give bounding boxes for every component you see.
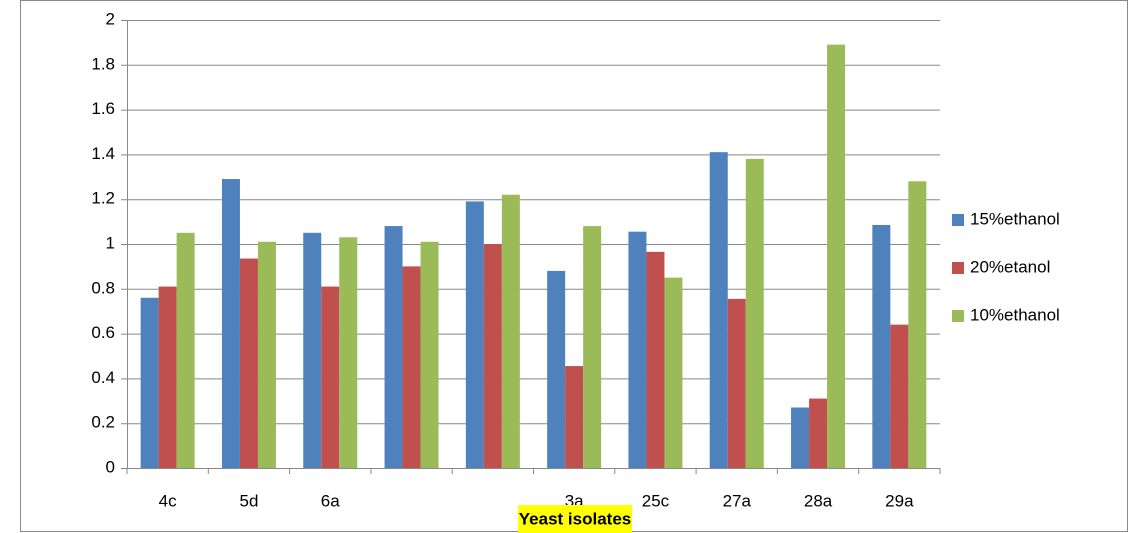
y-tick-label: 0.2 [91,413,115,432]
y-tick-label: 1.6 [91,99,115,118]
x-tick-label: 6a [321,491,340,510]
y-tick-label: 1 [106,233,115,252]
legend-label: 20%etanol [970,257,1050,276]
bar [140,297,159,468]
x-tick-label: 28a [804,491,833,510]
bar [791,407,810,468]
bar [465,201,484,468]
legend-label: 15%ethanol [970,209,1060,228]
bar [420,241,439,468]
y-tick-label: 0.8 [91,278,115,297]
y-tick-label: 0.4 [91,368,115,387]
bar [745,158,764,468]
bar [727,298,746,468]
bar [664,277,683,468]
legend-label: 10%ethanol [970,305,1060,324]
x-axis-label: Yeast isolates [519,509,631,528]
x-tick-label: 25c [642,491,670,510]
bar [239,258,258,468]
bar [501,194,520,468]
legend-swatch [952,214,964,226]
bar [628,231,647,468]
bar [339,237,358,468]
bar [908,181,927,468]
bar [547,270,566,468]
bar [176,232,195,468]
y-tick-label: 1.8 [91,54,115,73]
bar [321,286,340,468]
bar [809,398,828,468]
bar [384,226,403,468]
legend-swatch [952,262,964,274]
bar [709,152,728,468]
bar [158,286,177,468]
x-tick-label: 27a [723,491,752,510]
bar [221,179,240,469]
bar [583,226,602,468]
x-tick-label: 5d [239,491,258,510]
bar [872,224,891,468]
y-tick-label: 0 [106,457,115,476]
x-tick-label: 29a [885,491,914,510]
x-tick-label: 4c [159,491,177,510]
x-label-background [518,505,632,533]
bar [303,232,322,468]
bar [890,324,909,468]
legend-swatch [952,310,964,322]
bar [827,44,846,468]
bar [646,251,665,468]
bar [483,244,502,468]
bar [257,241,276,468]
y-tick-label: 2 [106,9,115,28]
bar [402,266,421,468]
y-tick-label: 1.4 [91,144,115,163]
bar [565,366,584,468]
y-tick-label: 0.6 [91,323,115,342]
y-tick-label: 1.2 [91,189,115,208]
